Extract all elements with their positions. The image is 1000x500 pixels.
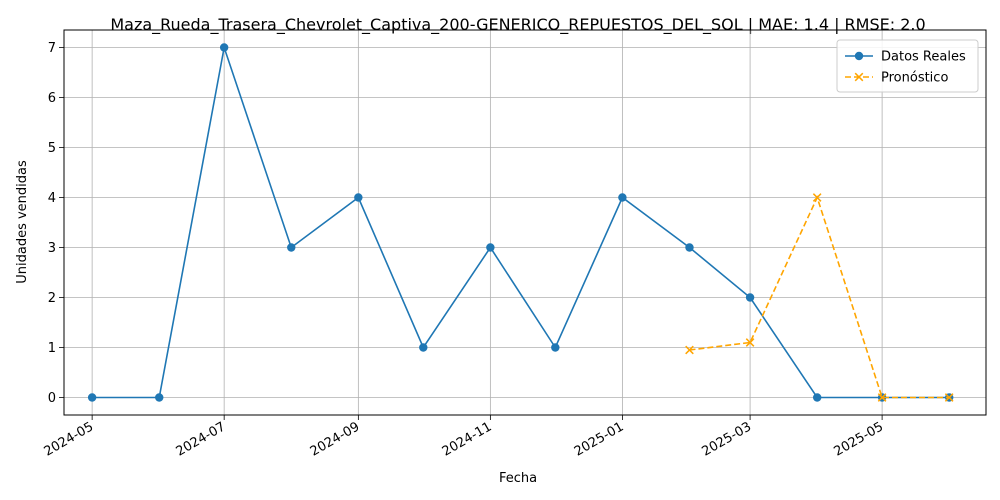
series-layer	[87, 43, 954, 402]
legend-label: Datos Reales	[881, 50, 966, 65]
data-point	[219, 43, 229, 52]
y-tick-label: 3	[48, 241, 56, 256]
data-point	[486, 243, 495, 252]
grid-lines	[64, 30, 986, 415]
legend-label: Pronóstico	[881, 71, 948, 86]
y-tick-label: 2	[48, 291, 56, 306]
y-axis: 0 1 2 3 4 5 6 7	[48, 41, 64, 406]
forecast-point	[745, 338, 755, 347]
data-point	[551, 343, 560, 352]
x-tick-label: 2025-01	[572, 419, 627, 459]
forecast-point	[812, 193, 822, 202]
x-axis: 2024-05 2024-07 2024-09 2024-11 2025-01 2025-…	[42, 415, 887, 460]
x-tick-label: 2024-07	[174, 419, 229, 459]
x-tick-label: 2025-05	[832, 419, 887, 459]
data-point	[87, 393, 97, 402]
y-tick-label: 4	[48, 191, 56, 206]
x-axis-label: Fecha	[499, 471, 537, 486]
series-line-0	[92, 44, 950, 399]
forecast-point	[685, 345, 694, 355]
data-point	[354, 193, 363, 202]
data-point	[618, 193, 627, 202]
y-tick-label: 6	[48, 91, 56, 106]
legend: Datos Reales Pronóstico	[836, 39, 979, 93]
y-tick-label: 1	[48, 341, 56, 356]
data-point	[419, 343, 428, 352]
y-tick-label: 5	[48, 141, 56, 156]
data-point	[745, 293, 755, 302]
legend-marker	[854, 72, 864, 82]
x-tick-label: 2024-05	[42, 419, 97, 459]
data-point	[812, 393, 822, 402]
y-tick-label: 7	[48, 41, 56, 56]
chart-title: Maza_Rueda_Trasera_Chevrolet_Captiva_200…	[110, 15, 925, 35]
legend-marker	[854, 51, 864, 61]
forecast-point	[944, 393, 954, 402]
data-point	[685, 243, 694, 252]
y-tick-label: 0	[48, 391, 56, 406]
x-tick-label: 2024-11	[440, 419, 495, 459]
forecast-point	[877, 393, 887, 402]
legend-box	[836, 39, 979, 93]
y-axis-label: Unidades vendidas	[15, 160, 30, 284]
plot-frame	[63, 29, 987, 416]
data-point	[287, 243, 296, 252]
data-point	[155, 393, 164, 402]
x-tick-label: 2025-03	[700, 419, 755, 459]
x-tick-label: 2024-09	[308, 419, 363, 459]
